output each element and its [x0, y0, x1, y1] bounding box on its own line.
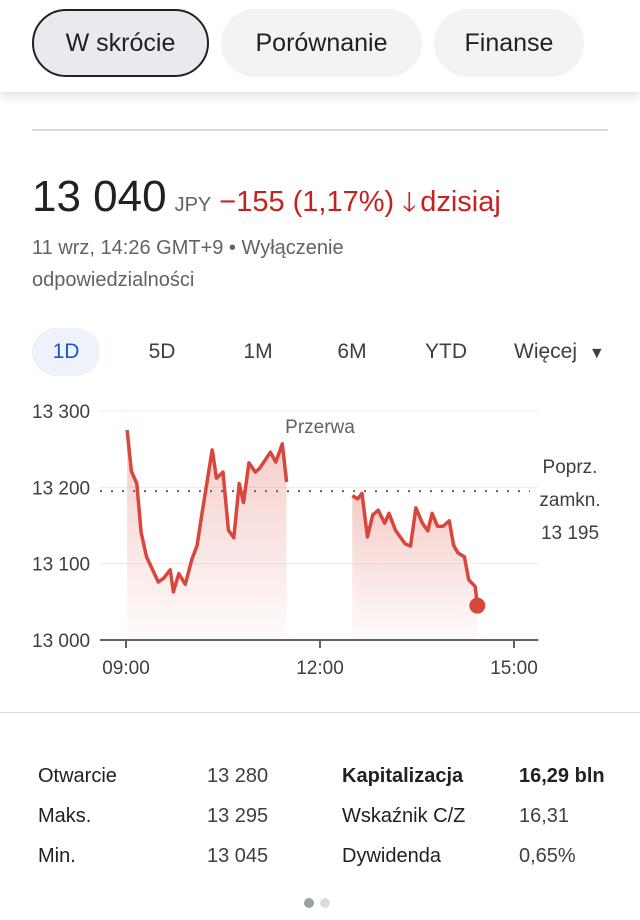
- stat-label: Wskaźnik C/Z: [342, 805, 466, 827]
- prev-close-label: zamkn.: [539, 490, 600, 511]
- range-5d[interactable]: 5D: [148, 340, 176, 363]
- price-chart[interactable]: 13 300 13 200 13 100 13 000 09:00 12:00 15:00 P…: [0, 395, 640, 695]
- y-tick-label: 13 000: [32, 631, 90, 652]
- stats-left: Otwarcie Maks. Min.: [38, 756, 117, 876]
- range-6m[interactable]: 6M: [337, 340, 367, 363]
- prev-close-label: Poprz.: [543, 457, 598, 478]
- stat-value: 13 280: [207, 765, 269, 787]
- stats-right-values: 16,29 bln 16,31 0,65%: [519, 756, 605, 876]
- x-tick-label: 12:00: [296, 658, 344, 679]
- range-selector: 1D 5D 1M 6M YTD Więcej ▼: [32, 328, 632, 376]
- page-indicator: [304, 898, 330, 908]
- tab-w-skrocie[interactable]: W skrócie: [32, 9, 209, 77]
- prev-close-label: 13 195: [541, 523, 599, 544]
- stat-value: 13 295: [207, 805, 269, 827]
- stat-label: Otwarcie: [38, 765, 117, 787]
- y-tick-label: 13 100: [32, 555, 90, 576]
- tab-finanse[interactable]: Finanse: [434, 9, 584, 77]
- quote-header: 13 040 JPY −155 (1,17%) 🡓 dzisiaj: [32, 172, 501, 229]
- page-dot-1[interactable]: [304, 898, 314, 908]
- stat-label: Dywidenda: [342, 845, 441, 867]
- stat-value: 16,29 bln: [519, 765, 605, 787]
- stat-value: 0,65%: [519, 845, 576, 867]
- divider: [0, 712, 640, 713]
- stat-label: Kapitalizacja: [342, 765, 464, 787]
- arrow-down-icon: 🡓: [402, 187, 417, 217]
- price-change: −155 (1,17%): [219, 186, 395, 218]
- range-1m[interactable]: 1M: [243, 340, 273, 363]
- tab-porownanie[interactable]: Porównanie: [221, 9, 422, 77]
- stats-left-values: 13 280 13 295 13 045: [207, 756, 268, 876]
- current-price: 13 040: [32, 172, 167, 221]
- break-label: Przerwa: [285, 417, 355, 438]
- currency: JPY: [174, 194, 212, 216]
- stat-label: Min.: [38, 845, 76, 867]
- range-more-label: Więcej: [514, 340, 578, 363]
- caret-down-icon: ▼: [588, 345, 605, 362]
- page-dot-2[interactable]: [320, 898, 330, 908]
- current-price-marker: [469, 597, 486, 614]
- price-line: [125, 429, 289, 594]
- stat-value: 16,31: [519, 805, 570, 827]
- change-period: dzisiaj: [420, 186, 501, 218]
- area-fill: [352, 493, 478, 640]
- x-tick-label: 09:00: [102, 658, 150, 679]
- tab-bar: W skrócie Porównanie Finanse: [0, 0, 640, 92]
- stat-value: 13 045: [207, 845, 269, 867]
- stats-right: Kapitalizacja Wskaźnik C/Z Dywidenda: [342, 756, 465, 876]
- quote-timestamp[interactable]: 11 wrz, 14:26 GMT+9 • Wyłączenie odpowie…: [32, 237, 344, 291]
- range-ytd[interactable]: YTD: [425, 340, 467, 363]
- y-tick-label: 13 300: [32, 402, 90, 423]
- stat-label: Maks.: [38, 805, 92, 827]
- price-line: [351, 491, 480, 606]
- range-1d[interactable]: 1D: [32, 328, 100, 376]
- y-tick-label: 13 200: [32, 478, 90, 499]
- divider: [32, 129, 608, 131]
- x-tick-label: 15:00: [490, 658, 538, 679]
- range-more[interactable]: Więcej ▼: [514, 328, 624, 376]
